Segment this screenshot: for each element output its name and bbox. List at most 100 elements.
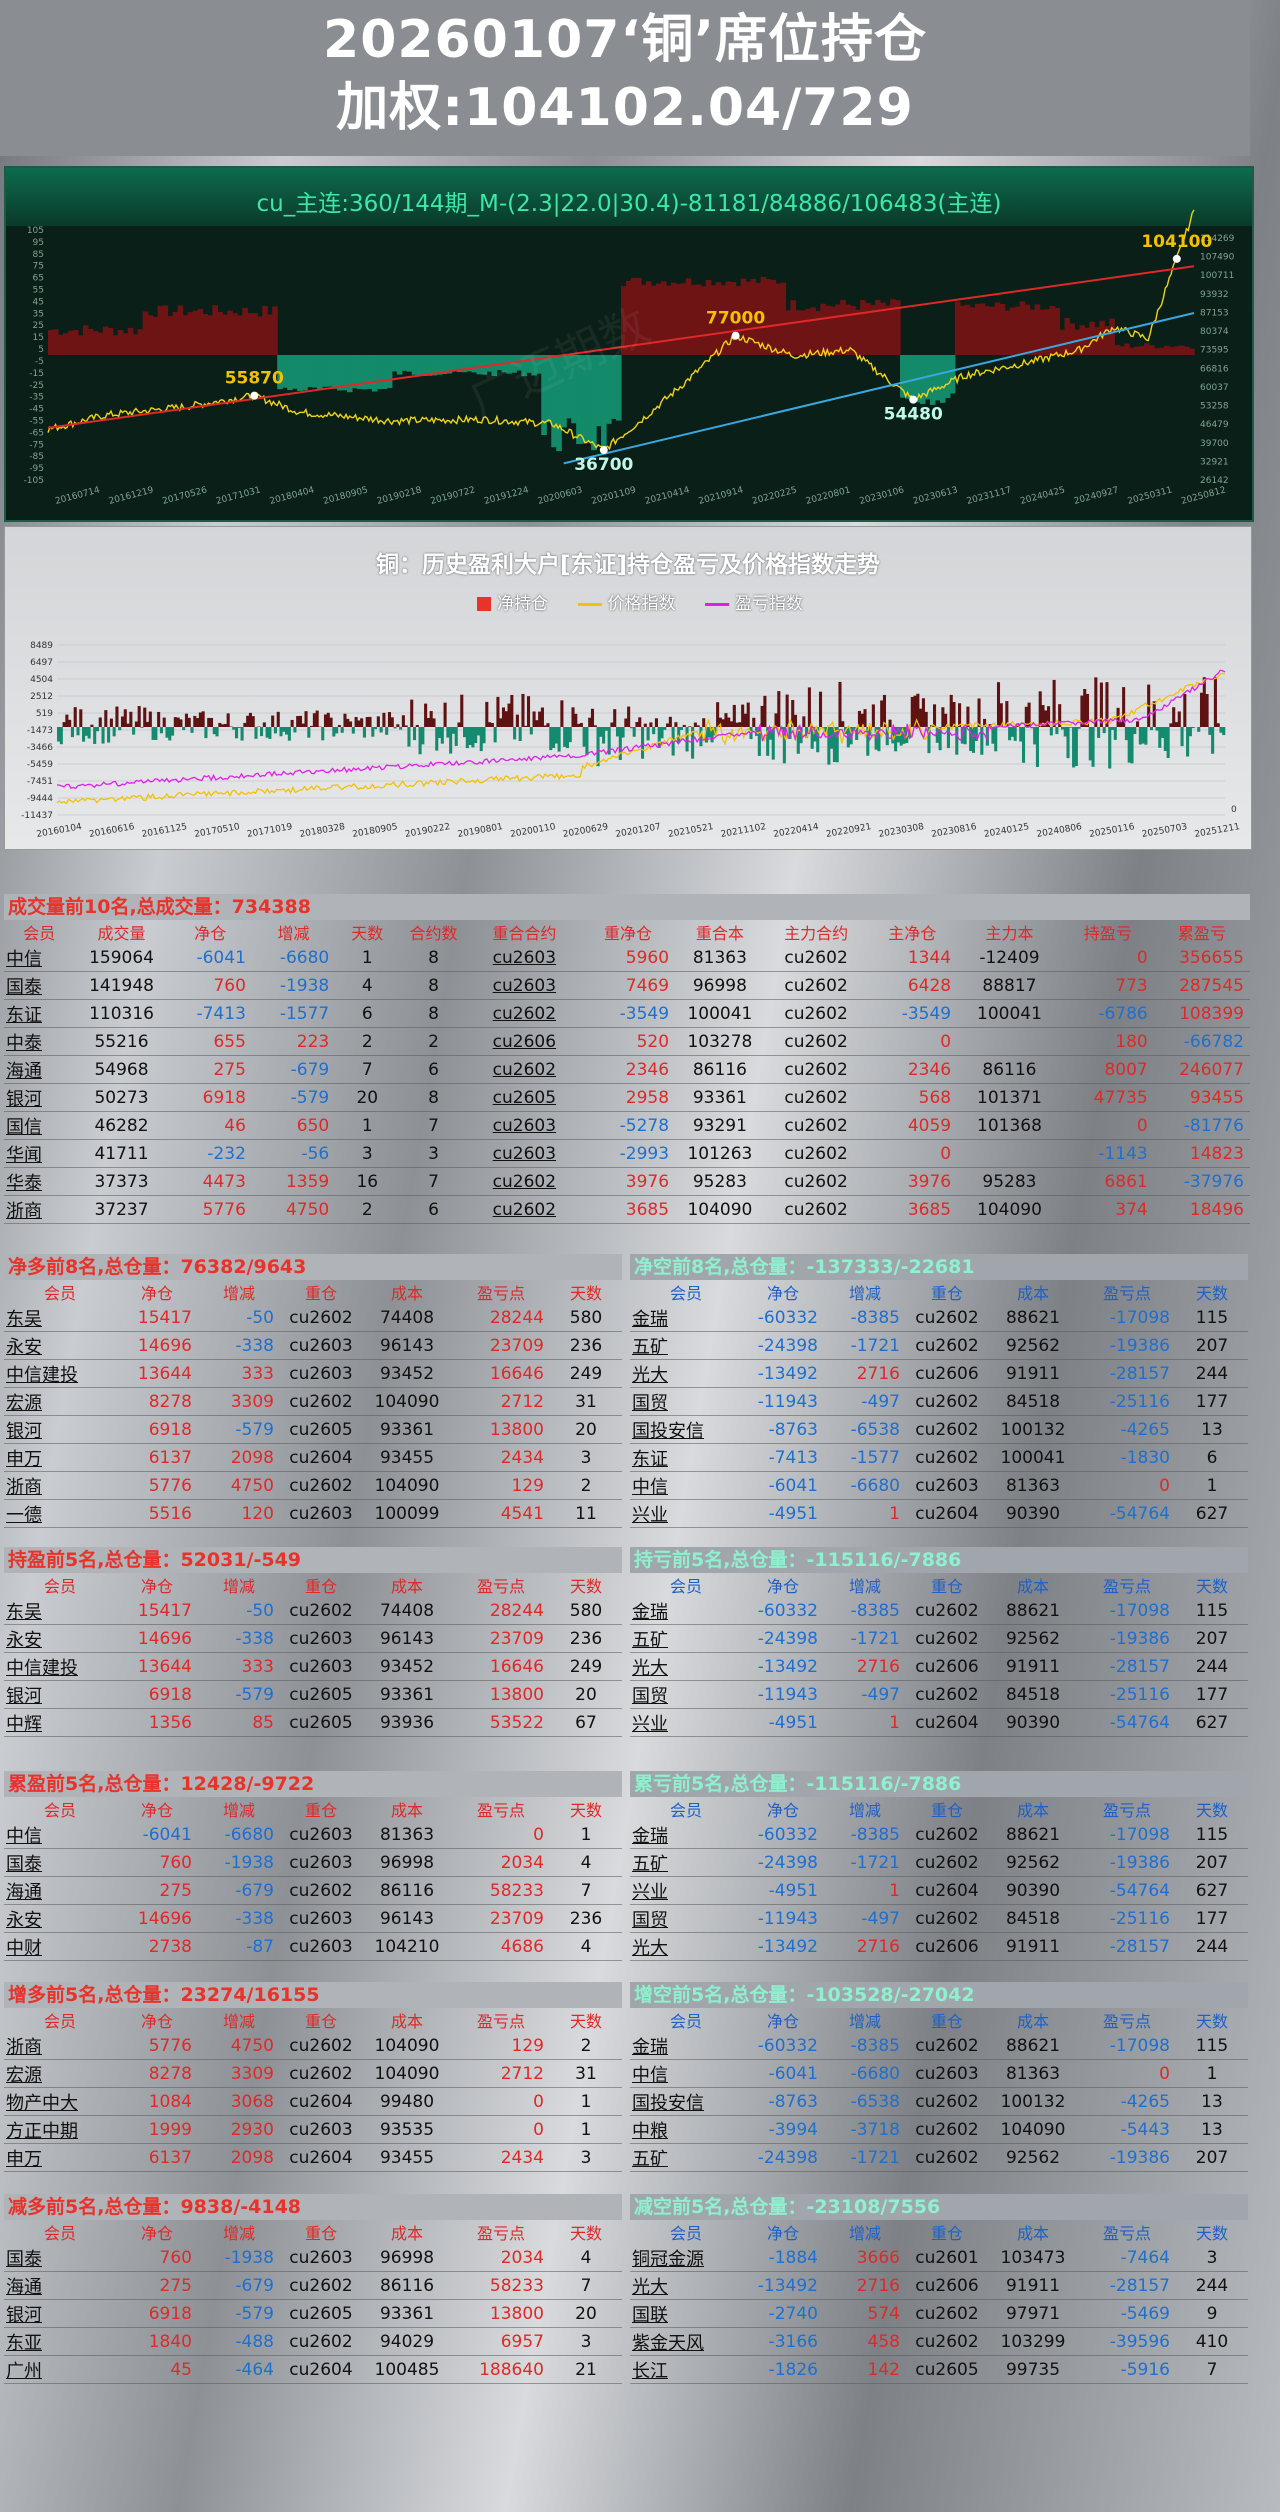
table-row[interactable]: 申万 6137 2098 cu2604 93455 2434 3 xyxy=(4,1443,622,1472)
table-row[interactable]: 浙商 5776 4750 cu2602 104090 129 2 xyxy=(4,2032,622,2060)
table-cell[interactable]: 广州 xyxy=(4,2355,116,2384)
table-cell[interactable]: 海通 xyxy=(4,2271,116,2300)
table-row[interactable]: 铜冠金源 -1884 3666 cu2601 103473 -7464 3 xyxy=(630,2244,1248,2272)
table-row[interactable]: 银河 50273 6918 -579 20 8 cu2605 2958 93361 cu2602 5… xyxy=(4,1083,1250,1112)
table-row[interactable]: 中财 2738 -87 cu2603 104210 4686 4 xyxy=(4,1932,622,1961)
table-row[interactable]: 中信建投 13644 333 cu2603 93452 16646 249 xyxy=(4,1359,622,1388)
table-row[interactable]: 国信 46282 46 650 1 7 cu2603 -5278 93291 cu2602 4059… xyxy=(4,1111,1250,1140)
table-cell[interactable]: 东亚 xyxy=(4,2327,116,2356)
table-cell[interactable]: 中信 xyxy=(4,1821,116,1849)
table-cell[interactable]: 中泰 xyxy=(4,1027,75,1056)
table-cell[interactable]: 金瑞 xyxy=(630,2032,742,2060)
table-cell[interactable]: 海通 xyxy=(4,1876,116,1905)
table-row[interactable]: 金瑞 -60332 -8385 cu2602 88621 -17098 115 xyxy=(630,1597,1248,1625)
table-cell[interactable]: 永安 xyxy=(4,1624,116,1653)
table-row[interactable]: 金瑞 -60332 -8385 cu2602 88621 -17098 115 xyxy=(630,2032,1248,2060)
table-row[interactable]: 光大 -13492 2716 cu2606 91911 -28157 244 xyxy=(630,1359,1248,1388)
table-row[interactable]: 东证 110316 -7413 -1577 6 8 cu2602 -3549 100041 cu2… xyxy=(4,999,1250,1028)
table-row[interactable]: 五矿 -24398 -1721 cu2602 92562 -19386 207 xyxy=(630,1624,1248,1653)
table-cell[interactable]: 中信 xyxy=(630,1471,742,1500)
table-cell[interactable]: 浙商 xyxy=(4,1195,75,1224)
table-cell[interactable]: 宏源 xyxy=(4,1387,116,1416)
table-row[interactable]: 宏源 8278 3309 cu2602 104090 2712 31 xyxy=(4,1387,622,1416)
table-cell[interactable]: 国投安信 xyxy=(630,1415,742,1444)
table-row[interactable]: 五矿 -24398 -1721 cu2602 92562 -19386 207 xyxy=(630,1331,1248,1360)
table-cell[interactable]: 宏源 xyxy=(4,2059,116,2088)
table-row[interactable]: 国贸 -11943 -497 cu2602 84518 -25116 177 xyxy=(630,1680,1248,1709)
table-cell[interactable]: 中财 xyxy=(4,1932,116,1961)
table-cell[interactable]: 光大 xyxy=(630,1932,742,1961)
table-cell[interactable]: 兴业 xyxy=(630,1499,742,1528)
table-row[interactable]: 金瑞 -60332 -8385 cu2602 88621 -17098 115 xyxy=(630,1821,1248,1849)
table-row[interactable]: 五矿 -24398 -1721 cu2602 92562 -19386 207 xyxy=(630,2143,1248,2172)
table-row[interactable]: 永安 14696 -338 cu2603 96143 23709 236 xyxy=(4,1904,622,1933)
table-row[interactable]: 光大 -13492 2716 cu2606 91911 -28157 244 xyxy=(630,1652,1248,1681)
table-row[interactable]: 物产中大 1084 3068 cu2604 99480 0 1 xyxy=(4,2087,622,2116)
table-row[interactable]: 银河 6918 -579 cu2605 93361 13800 20 xyxy=(4,2299,622,2328)
table-row[interactable]: 海通 54968 275 -679 7 6 cu2602 2346 86116 cu2602 234… xyxy=(4,1055,1250,1084)
table-row[interactable]: 国投安信 -8763 -6538 cu2602 100132 -4265 13 xyxy=(630,1415,1248,1444)
table-row[interactable]: 中信 -6041 -6680 cu2603 81363 0 1 xyxy=(4,1821,622,1849)
table-cell[interactable]: 兴业 xyxy=(630,1708,742,1737)
table-row[interactable]: 光大 -13492 2716 cu2606 91911 -28157 244 xyxy=(630,1932,1248,1961)
table-cell[interactable]: 浙商 xyxy=(4,1471,116,1500)
table-row[interactable]: 紫金天风 -3166 458 cu2602 103299 -39596 410 xyxy=(630,2327,1248,2356)
table-row[interactable]: 中泰 55216 655 223 2 2 cu2606 520 103278 cu2602 0 180… xyxy=(4,1027,1250,1056)
table-row[interactable]: 银河 6918 -579 cu2605 93361 13800 20 xyxy=(4,1415,622,1444)
table-cell[interactable]: 光大 xyxy=(630,1359,742,1388)
table-row[interactable]: 国联 -2740 574 cu2602 97971 -5469 9 xyxy=(630,2299,1248,2328)
table-row[interactable]: 国投安信 -8763 -6538 cu2602 100132 -4265 13 xyxy=(630,2087,1248,2116)
table-row[interactable]: 中粮 -3994 -3718 cu2602 104090 -5443 13 xyxy=(630,2115,1248,2144)
table-row[interactable]: 兴业 -4951 1 cu2604 90390 -54764 627 xyxy=(630,1876,1248,1905)
table-cell[interactable]: 金瑞 xyxy=(630,1821,742,1849)
table-row[interactable]: 中信 159064 -6041 -6680 1 8 cu2603 5960 81363 cu260… xyxy=(4,944,1250,972)
table-row[interactable]: 国贸 -11943 -497 cu2602 84518 -25116 177 xyxy=(630,1387,1248,1416)
table-row[interactable]: 中信 -6041 -6680 cu2603 81363 0 1 xyxy=(630,1471,1248,1500)
table-cell[interactable]: 兴业 xyxy=(630,1876,742,1905)
table-cell[interactable]: 浙商 xyxy=(4,2032,116,2060)
table-row[interactable]: 永安 14696 -338 cu2603 96143 23709 236 xyxy=(4,1331,622,1360)
table-cell[interactable]: 长江 xyxy=(630,2355,742,2384)
table-cell[interactable]: 中粮 xyxy=(630,2115,742,2144)
table-row[interactable]: 光大 -13492 2716 cu2606 91911 -28157 244 xyxy=(630,2271,1248,2300)
table-row[interactable]: 兴业 -4951 1 cu2604 90390 -54764 627 xyxy=(630,1708,1248,1737)
table-cell[interactable]: 华闻 xyxy=(4,1139,75,1168)
table-row[interactable]: 永安 14696 -338 cu2603 96143 23709 236 xyxy=(4,1624,622,1653)
table-row[interactable]: 国泰 141948 760 -1938 4 8 cu2603 7469 96998 cu2602 6… xyxy=(4,971,1250,1000)
table-row[interactable]: 华泰 37373 4473 1359 16 7 cu2602 3976 95283 cu2602 3… xyxy=(4,1167,1250,1196)
table-cell[interactable]: 永安 xyxy=(4,1904,116,1933)
table-row[interactable]: 东证 -7413 -1577 cu2602 100041 -1830 6 xyxy=(630,1443,1248,1472)
table-row[interactable]: 方正中期 1999 2930 cu2603 93535 0 1 xyxy=(4,2115,622,2144)
table-row[interactable]: 浙商 5776 4750 cu2602 104090 129 2 xyxy=(4,1471,622,1500)
table-cell[interactable]: 银河 xyxy=(4,1083,75,1112)
table-cell[interactable]: 中信建投 xyxy=(4,1652,116,1681)
table-cell[interactable]: 东证 xyxy=(4,999,75,1028)
table-cell[interactable]: 物产中大 xyxy=(4,2087,116,2116)
table-row[interactable]: 中辉 1356 85 cu2605 93936 53522 67 xyxy=(4,1708,622,1737)
table-row[interactable]: 广州 45 -464 cu2604 100485 188640 21 xyxy=(4,2355,622,2384)
table-cell[interactable]: 国投安信 xyxy=(630,2087,742,2116)
table-row[interactable]: 申万 6137 2098 cu2604 93455 2434 3 xyxy=(4,2143,622,2172)
table-cell[interactable]: 银河 xyxy=(4,1415,116,1444)
table-cell[interactable]: 海通 xyxy=(4,1055,75,1084)
table-row[interactable]: 五矿 -24398 -1721 cu2602 92562 -19386 207 xyxy=(630,1848,1248,1877)
table-row[interactable]: 华闻 41711 -232 -56 3 3 cu2603 -2993 101263 cu2602 0… xyxy=(4,1139,1250,1168)
table-cell[interactable]: 中信建投 xyxy=(4,1359,116,1388)
table-cell[interactable]: 银河 xyxy=(4,2299,116,2328)
table-cell[interactable]: 一德 xyxy=(4,1499,116,1528)
table-cell[interactable]: 东吴 xyxy=(4,1304,116,1332)
table-cell[interactable]: 光大 xyxy=(630,1652,742,1681)
table-row[interactable]: 长江 -1826 142 cu2605 99735 -5916 7 xyxy=(630,2355,1248,2384)
table-cell[interactable]: 东吴 xyxy=(4,1597,116,1625)
table-cell[interactable]: 五矿 xyxy=(630,2143,742,2172)
table-cell[interactable]: 金瑞 xyxy=(630,1304,742,1332)
table-cell[interactable]: 方正中期 xyxy=(4,2115,116,2144)
table-cell[interactable]: 申万 xyxy=(4,2143,116,2172)
table-row[interactable]: 东亚 1840 -488 cu2602 94029 6957 3 xyxy=(4,2327,622,2356)
table-cell[interactable]: 国信 xyxy=(4,1111,75,1140)
table-row[interactable]: 国泰 760 -1938 cu2603 96998 2034 4 xyxy=(4,1848,622,1877)
table-cell[interactable]: 五矿 xyxy=(630,1331,742,1360)
table-cell[interactable]: 国贸 xyxy=(630,1387,742,1416)
table-row[interactable]: 中信建投 13644 333 cu2603 93452 16646 249 xyxy=(4,1652,622,1681)
table-cell[interactable]: 铜冠金源 xyxy=(630,2244,742,2272)
